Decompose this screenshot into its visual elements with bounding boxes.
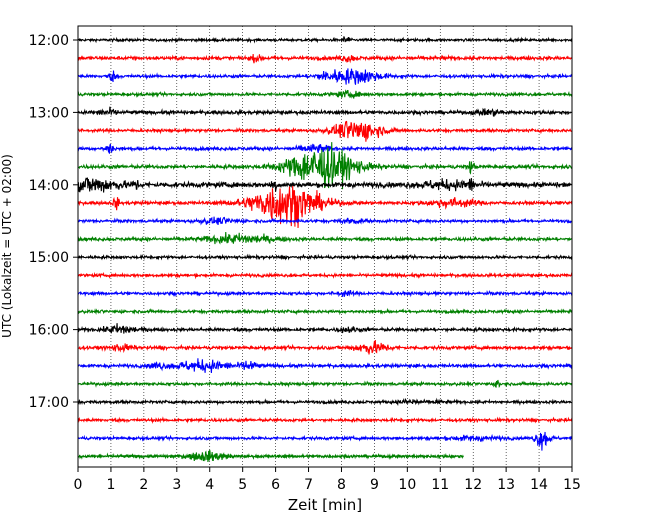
x-axis-title: Zeit [min]	[288, 496, 362, 514]
x-axis: 0 1 2 3 4 5 6 7 8 9 10 11 12 13 14 15	[74, 467, 581, 493]
trace-line	[77, 142, 573, 190]
trace-line	[77, 89, 573, 99]
x-tick-label: 10	[398, 477, 416, 493]
trace-line	[77, 449, 464, 462]
plot-frame	[77, 25, 573, 468]
x-tick-label: 6	[271, 477, 280, 493]
x-tick-label: 5	[238, 477, 247, 493]
trace-line	[77, 289, 573, 298]
x-tick-label: 7	[304, 477, 313, 493]
x-tick-label: 0	[74, 477, 83, 493]
x-tick-label: 9	[370, 477, 379, 493]
trace-line	[77, 416, 573, 424]
trace-line	[77, 36, 573, 44]
x-tick-label: 11	[431, 477, 449, 493]
trace-line	[77, 271, 573, 280]
trace-line	[77, 54, 573, 64]
trace-line	[77, 307, 573, 316]
trace-line	[77, 379, 573, 388]
trace-line	[77, 177, 573, 193]
y-tick-label: 15:00	[29, 250, 69, 266]
trace-line	[77, 120, 573, 142]
x-tick-label: 4	[205, 477, 214, 493]
trace-line	[77, 253, 573, 261]
x-tick-label: 1	[106, 477, 115, 493]
trace-line	[77, 358, 573, 374]
trace-line	[77, 397, 573, 407]
x-tick-label: 15	[563, 477, 581, 493]
x-tick-label: 12	[464, 477, 482, 493]
y-axis: 12:00 13:00 14:00 15:00 16:00 17:00	[29, 33, 78, 411]
y-tick-label: 12:00	[29, 33, 69, 49]
trace-line	[77, 340, 573, 355]
x-tick-label: 3	[172, 477, 181, 493]
y-tick-label: 13:00	[29, 105, 69, 121]
trace-line	[77, 185, 573, 228]
y-tick-label: 16:00	[29, 323, 69, 339]
y-tick-label: 14:00	[29, 178, 69, 194]
y-axis-title: UTC (Lokalzeit = UTC + 02:00)	[0, 154, 14, 338]
trace-line	[77, 68, 573, 85]
trace-line	[77, 231, 573, 245]
x-tick-label: 2	[139, 477, 148, 493]
trace-line	[77, 216, 573, 226]
x-tick-label: 14	[530, 477, 548, 493]
trace-line	[77, 323, 573, 334]
trace-line	[77, 143, 573, 154]
trace-line	[77, 106, 573, 118]
trace-line	[77, 431, 573, 451]
y-tick-label: 17:00	[29, 395, 69, 411]
x-tick-label: 8	[337, 477, 346, 493]
seismic-traces	[77, 36, 573, 462]
x-tick-label: 13	[497, 477, 515, 493]
